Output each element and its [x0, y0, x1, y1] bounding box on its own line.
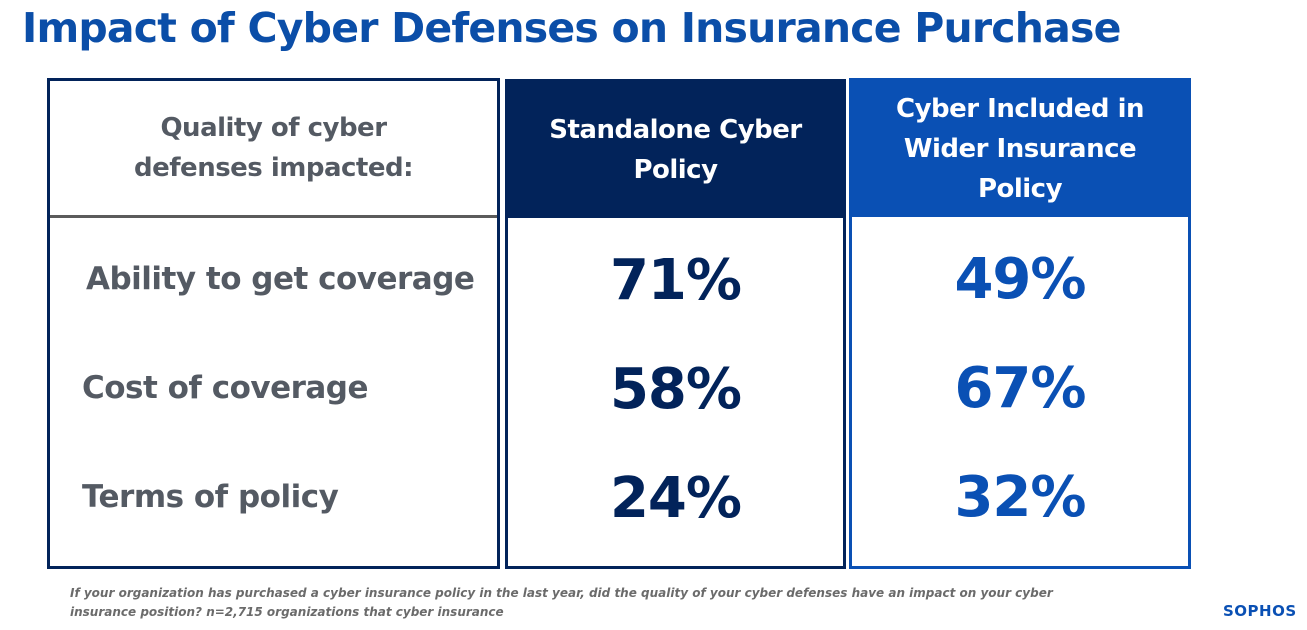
value-cell: 32% — [954, 464, 1086, 530]
row-label: Terms of policy — [82, 479, 339, 515]
value-cell: 71% — [609, 247, 742, 313]
column-header: Standalone Cyber Policy — [508, 82, 843, 218]
page-title: Impact of Cyber Defenses on Insurance Pu… — [22, 4, 1121, 52]
row-labels-column: Quality of cyber defenses impacted: Abil… — [47, 78, 500, 569]
row-label: Ability to get coverage — [86, 261, 475, 297]
row-label: Cost of coverage — [82, 370, 369, 406]
value-cell: 58% — [609, 356, 742, 422]
wider-policy-column: Cyber Included in Wider Insurance Policy… — [849, 78, 1191, 569]
column-header: Cyber Included in Wider Insurance Policy — [852, 81, 1188, 217]
value-cell: 49% — [954, 246, 1086, 312]
value-cell: 24% — [609, 465, 742, 531]
sophos-logo: SOPHOS — [1223, 602, 1297, 620]
row-header: Quality of cyber defenses impacted: — [50, 81, 497, 218]
standalone-column: Standalone Cyber Policy 71% 58% 24% — [505, 79, 846, 569]
footnote: If your organization has purchased a cyb… — [70, 586, 1053, 619]
value-cell: 67% — [954, 355, 1086, 421]
